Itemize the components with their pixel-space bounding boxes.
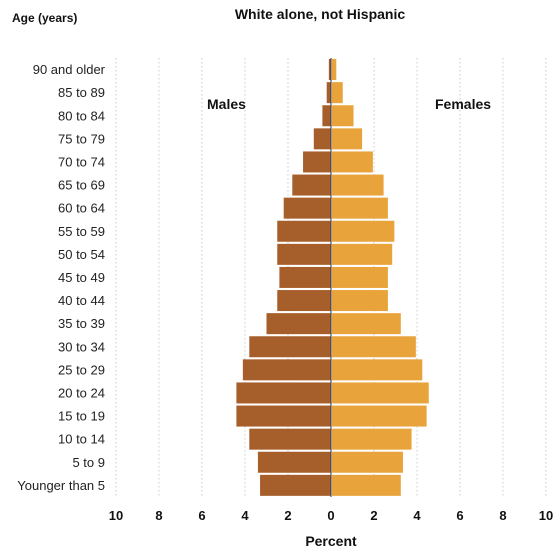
bar-females	[332, 405, 427, 427]
bar-females	[332, 336, 416, 358]
x-tick-label: 10	[539, 508, 553, 523]
category-label: 35 to 39	[58, 316, 105, 331]
category-label: 65 to 69	[58, 178, 105, 193]
category-label: 80 to 84	[58, 108, 105, 123]
x-tick-labels: 10 8 6 4 2 0 2 4 6 8 10	[109, 508, 553, 523]
category-label: 5 to 9	[72, 455, 105, 470]
bar-females	[332, 451, 403, 473]
bar-females	[332, 151, 373, 173]
bar-females	[332, 290, 388, 312]
bar-males	[236, 405, 331, 427]
legend-females-label: Females	[435, 96, 491, 112]
bars	[236, 59, 429, 496]
bar-males	[257, 451, 331, 473]
bar-females	[332, 174, 384, 196]
category-label: 15 to 19	[58, 409, 105, 424]
bar-males	[303, 151, 331, 173]
bar-males	[322, 105, 331, 127]
bar-females	[332, 428, 412, 450]
category-label: 50 to 54	[58, 247, 105, 262]
category-label: 75 to 79	[58, 131, 105, 146]
category-label: Younger than 5	[17, 478, 105, 493]
x-axis-title: Percent	[305, 533, 357, 549]
category-label: 30 to 34	[58, 339, 105, 354]
x-tick-label: 4	[413, 508, 421, 523]
x-tick-label: 0	[327, 508, 334, 523]
bar-females	[332, 243, 393, 265]
x-tick-label: 2	[284, 508, 291, 523]
category-label: 10 to 14	[58, 432, 105, 447]
bar-males	[277, 220, 331, 242]
category-label: 45 to 49	[58, 270, 105, 285]
legend-males-label: Males	[207, 96, 246, 112]
category-label: 25 to 29	[58, 362, 105, 377]
bar-females	[332, 59, 337, 81]
category-label: 40 to 44	[58, 293, 105, 308]
bar-females	[332, 197, 388, 219]
bar-females	[332, 128, 363, 150]
bar-males	[283, 197, 331, 219]
category-labels: 90 and older 85 to 89 80 to 84 75 to 79 70 t…	[17, 62, 105, 493]
x-tick-label: 4	[241, 508, 249, 523]
grid-lines	[115, 58, 547, 497]
x-tick-label: 2	[370, 508, 377, 523]
x-tick-label: 6	[198, 508, 205, 523]
bar-females	[332, 313, 401, 335]
x-tick-label: 10	[109, 508, 123, 523]
bar-males	[326, 82, 331, 104]
bar-males	[279, 266, 331, 288]
category-label: 70 to 74	[58, 154, 105, 169]
category-label: 20 to 24	[58, 385, 105, 400]
bar-males	[328, 59, 331, 81]
bar-females	[332, 266, 388, 288]
bar-males	[260, 474, 331, 496]
bar-males	[292, 174, 331, 196]
bar-males	[249, 336, 331, 358]
x-tick-label: 8	[499, 508, 506, 523]
bar-females	[332, 220, 395, 242]
bar-males	[277, 243, 331, 265]
chart-title: White alone, not Hispanic	[235, 6, 406, 22]
bar-females	[332, 382, 429, 404]
category-label: 60 to 64	[58, 201, 105, 216]
bar-females	[332, 474, 401, 496]
y-axis-title: Age (years)	[12, 11, 77, 25]
category-label: 90 and older	[33, 62, 106, 77]
bar-males	[236, 382, 331, 404]
bar-females	[332, 82, 343, 104]
x-tick-label: 6	[456, 508, 463, 523]
bar-males	[249, 428, 331, 450]
category-label: 85 to 89	[58, 85, 105, 100]
bar-males	[242, 359, 331, 381]
bar-males	[277, 290, 331, 312]
bar-males	[313, 128, 331, 150]
category-label: 55 to 59	[58, 224, 105, 239]
bar-females	[332, 359, 423, 381]
bar-females	[332, 105, 354, 127]
x-tick-label: 8	[155, 508, 162, 523]
bar-males	[266, 313, 331, 335]
